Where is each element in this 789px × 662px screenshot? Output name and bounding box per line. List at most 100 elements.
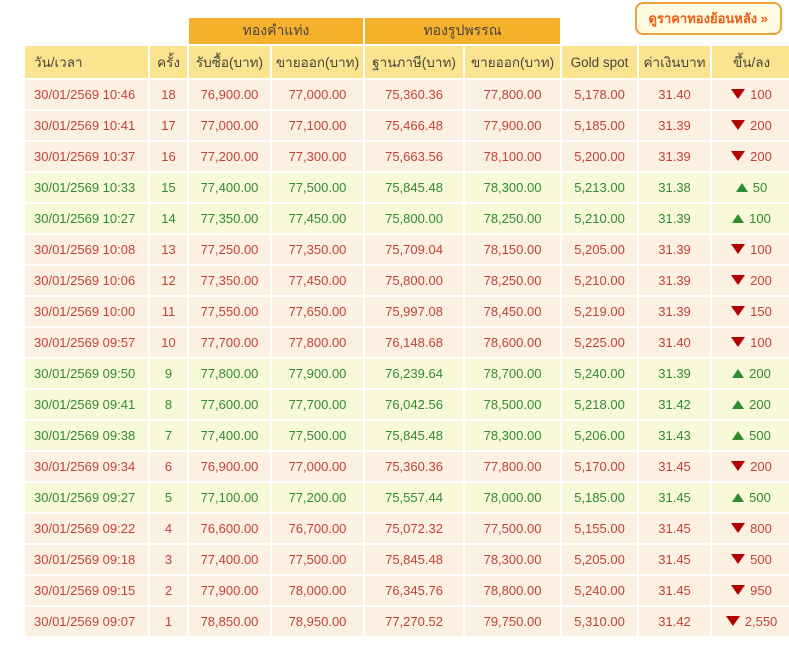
cell-ornament-taxbase: 76,345.76 <box>365 576 464 605</box>
cell-round: 14 <box>150 204 187 233</box>
cell-gold-spot: 5,205.00 <box>562 545 638 574</box>
table-row: 30/01/2569 10:37 16 77,200.00 77,300.00 75,6… <box>25 142 789 171</box>
cell-ornament-sell: 78,250.00 <box>465 266 561 295</box>
change-value: 100 <box>750 335 772 351</box>
cell-change: 200 <box>712 452 789 481</box>
cell-ornament-taxbase: 76,239.64 <box>365 359 464 388</box>
change-value: 200 <box>750 118 772 134</box>
cell-ornament-sell: 78,300.00 <box>465 421 561 450</box>
down-arrow-icon <box>731 585 746 596</box>
cell-bar-sell: 77,650.00 <box>272 297 364 326</box>
cell-bar-sell: 77,700.00 <box>272 390 364 419</box>
cell-gold-spot: 5,240.00 <box>562 576 638 605</box>
cell-gold-spot: 5,170.00 <box>562 452 638 481</box>
cell-gold-spot: 5,155.00 <box>562 514 638 543</box>
cell-datetime: 30/01/2569 10:37 <box>25 142 148 171</box>
cell-round: 13 <box>150 235 187 264</box>
change-value: 200 <box>749 397 771 413</box>
cell-ornament-taxbase: 75,845.48 <box>365 173 464 202</box>
table-row: 30/01/2569 09:22 4 76,600.00 76,700.00 75,07… <box>25 514 789 543</box>
column-header-round: ครั้ง <box>150 46 187 78</box>
cell-ornament-taxbase: 75,360.36 <box>365 452 464 481</box>
cell-ornament-sell: 78,700.00 <box>465 359 561 388</box>
cell-change: 500 <box>712 545 789 574</box>
cell-datetime: 30/01/2569 09:41 <box>25 390 148 419</box>
cell-baht-rate: 31.45 <box>639 483 711 512</box>
cell-bar-buy: 77,400.00 <box>189 421 270 450</box>
cell-ornament-taxbase: 75,360.36 <box>365 80 464 109</box>
cell-ornament-sell: 78,500.00 <box>465 390 561 419</box>
down-arrow-icon <box>731 461 746 472</box>
cell-bar-buy: 77,400.00 <box>189 173 270 202</box>
table-row: 30/01/2569 09:18 3 77,400.00 77,500.00 75,84… <box>25 545 789 574</box>
down-arrow-icon <box>731 554 746 565</box>
up-arrow-icon <box>735 182 748 192</box>
group-header-gold-ornament: ทองรูปพรรณ <box>365 18 561 44</box>
cell-bar-sell: 77,000.00 <box>272 452 364 481</box>
change-value: 950 <box>750 583 772 599</box>
cell-bar-buy: 77,550.00 <box>189 297 270 326</box>
cell-gold-spot: 5,206.00 <box>562 421 638 450</box>
cell-ornament-sell: 78,300.00 <box>465 545 561 574</box>
cell-round: 16 <box>150 142 187 171</box>
cell-round: 1 <box>150 607 187 636</box>
cell-datetime: 30/01/2569 10:08 <box>25 235 148 264</box>
cell-datetime: 30/01/2569 10:27 <box>25 204 148 233</box>
cell-baht-rate: 31.45 <box>639 452 711 481</box>
cell-datetime: 30/01/2569 09:15 <box>25 576 148 605</box>
cell-gold-spot: 5,210.00 <box>562 266 638 295</box>
cell-ornament-taxbase: 75,997.08 <box>365 297 464 326</box>
table-row: 30/01/2569 10:41 17 77,000.00 77,100.00 75,4… <box>25 111 789 140</box>
cell-ornament-taxbase: 75,663.56 <box>365 142 464 171</box>
column-header-datetime: วัน/เวลา <box>25 46 148 78</box>
cell-round: 7 <box>150 421 187 450</box>
cell-gold-spot: 5,210.00 <box>562 204 638 233</box>
cell-ornament-sell: 78,000.00 <box>465 483 561 512</box>
table-row: 30/01/2569 10:00 11 77,550.00 77,650.00 75,9… <box>25 297 789 326</box>
cell-change: 200 <box>712 359 789 388</box>
cell-ornament-taxbase: 75,845.48 <box>365 545 464 574</box>
cell-bar-sell: 77,100.00 <box>272 111 364 140</box>
cell-datetime: 30/01/2569 09:27 <box>25 483 148 512</box>
cell-ornament-taxbase: 77,270.52 <box>365 607 464 636</box>
cell-bar-buy: 77,200.00 <box>189 142 270 171</box>
cell-baht-rate: 31.39 <box>639 297 711 326</box>
cell-bar-sell: 77,900.00 <box>272 359 364 388</box>
cell-datetime: 30/01/2569 10:41 <box>25 111 148 140</box>
cell-round: 12 <box>150 266 187 295</box>
cell-baht-rate: 31.39 <box>639 266 711 295</box>
cell-baht-rate: 31.39 <box>639 235 711 264</box>
change-value: 500 <box>750 552 772 568</box>
column-header-gold-spot: Gold spot <box>562 46 638 78</box>
cell-datetime: 30/01/2569 09:50 <box>25 359 148 388</box>
cell-change: 200 <box>712 390 789 419</box>
table-row: 30/01/2569 09:27 5 77,100.00 77,200.00 75,55… <box>25 483 789 512</box>
up-arrow-icon <box>732 368 745 378</box>
group-header-spacer-left <box>25 18 187 44</box>
down-arrow-icon <box>731 151 746 162</box>
cell-bar-sell: 77,300.00 <box>272 142 364 171</box>
change-value: 200 <box>750 273 772 289</box>
cell-bar-buy: 77,800.00 <box>189 359 270 388</box>
down-arrow-icon <box>731 337 746 348</box>
cell-round: 10 <box>150 328 187 357</box>
cell-bar-buy: 77,350.00 <box>189 204 270 233</box>
cell-datetime: 30/01/2569 10:46 <box>25 80 148 109</box>
gold-price-history-button[interactable]: ดูราคาทองย้อนหลัง » <box>634 2 782 35</box>
gold-price-table: ทองคำแท่ง ทองรูปพรรณ วัน/เวลา ครั้ง รับซ… <box>23 16 789 638</box>
cell-gold-spot: 5,225.00 <box>562 328 638 357</box>
cell-bar-sell: 77,500.00 <box>272 545 364 574</box>
cell-change: 100 <box>712 328 789 357</box>
down-arrow-icon <box>731 89 746 100</box>
cell-ornament-sell: 78,450.00 <box>465 297 561 326</box>
cell-ornament-sell: 77,900.00 <box>465 111 561 140</box>
cell-ornament-taxbase: 75,072.32 <box>365 514 464 543</box>
cell-ornament-sell: 77,800.00 <box>465 80 561 109</box>
change-value: 50 <box>752 180 768 196</box>
cell-datetime: 30/01/2569 09:22 <box>25 514 148 543</box>
cell-ornament-sell: 78,600.00 <box>465 328 561 357</box>
cell-datetime: 30/01/2569 09:57 <box>25 328 148 357</box>
cell-gold-spot: 5,219.00 <box>562 297 638 326</box>
cell-baht-rate: 31.45 <box>639 514 711 543</box>
cell-datetime: 30/01/2569 10:33 <box>25 173 148 202</box>
